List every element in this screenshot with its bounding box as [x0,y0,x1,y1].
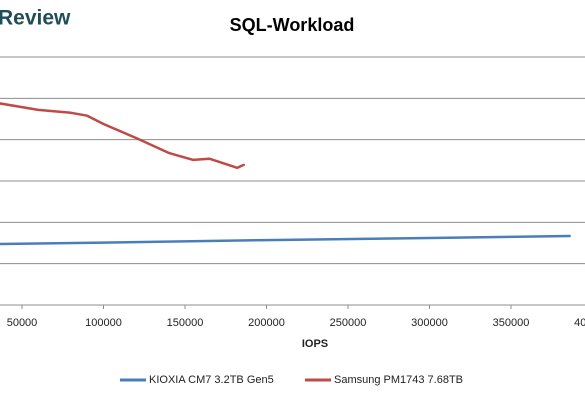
x-tick-label: 200000 [248,317,285,329]
series-line [0,234,571,246]
x-tick-label: 350000 [493,317,530,329]
brand-logo: Review [0,7,71,30]
legend-label: KIOXIA CM7 3.2TB Gen5 [149,374,274,386]
x-tick-label: 150000 [167,317,204,329]
x-tick-label: 250000 [330,317,367,329]
x-tick-label: 100000 [85,317,122,329]
x-tick-label: 300000 [411,317,448,329]
x-tick-label: 50000 [7,317,38,329]
x-axis-label: IOPS [302,338,328,350]
legend-label: Samsung PM1743 7.68TB [334,374,463,386]
chart-title: SQL-Workload [230,15,355,35]
x-tick-label: 400000 [574,317,585,329]
series-line [0,102,245,170]
